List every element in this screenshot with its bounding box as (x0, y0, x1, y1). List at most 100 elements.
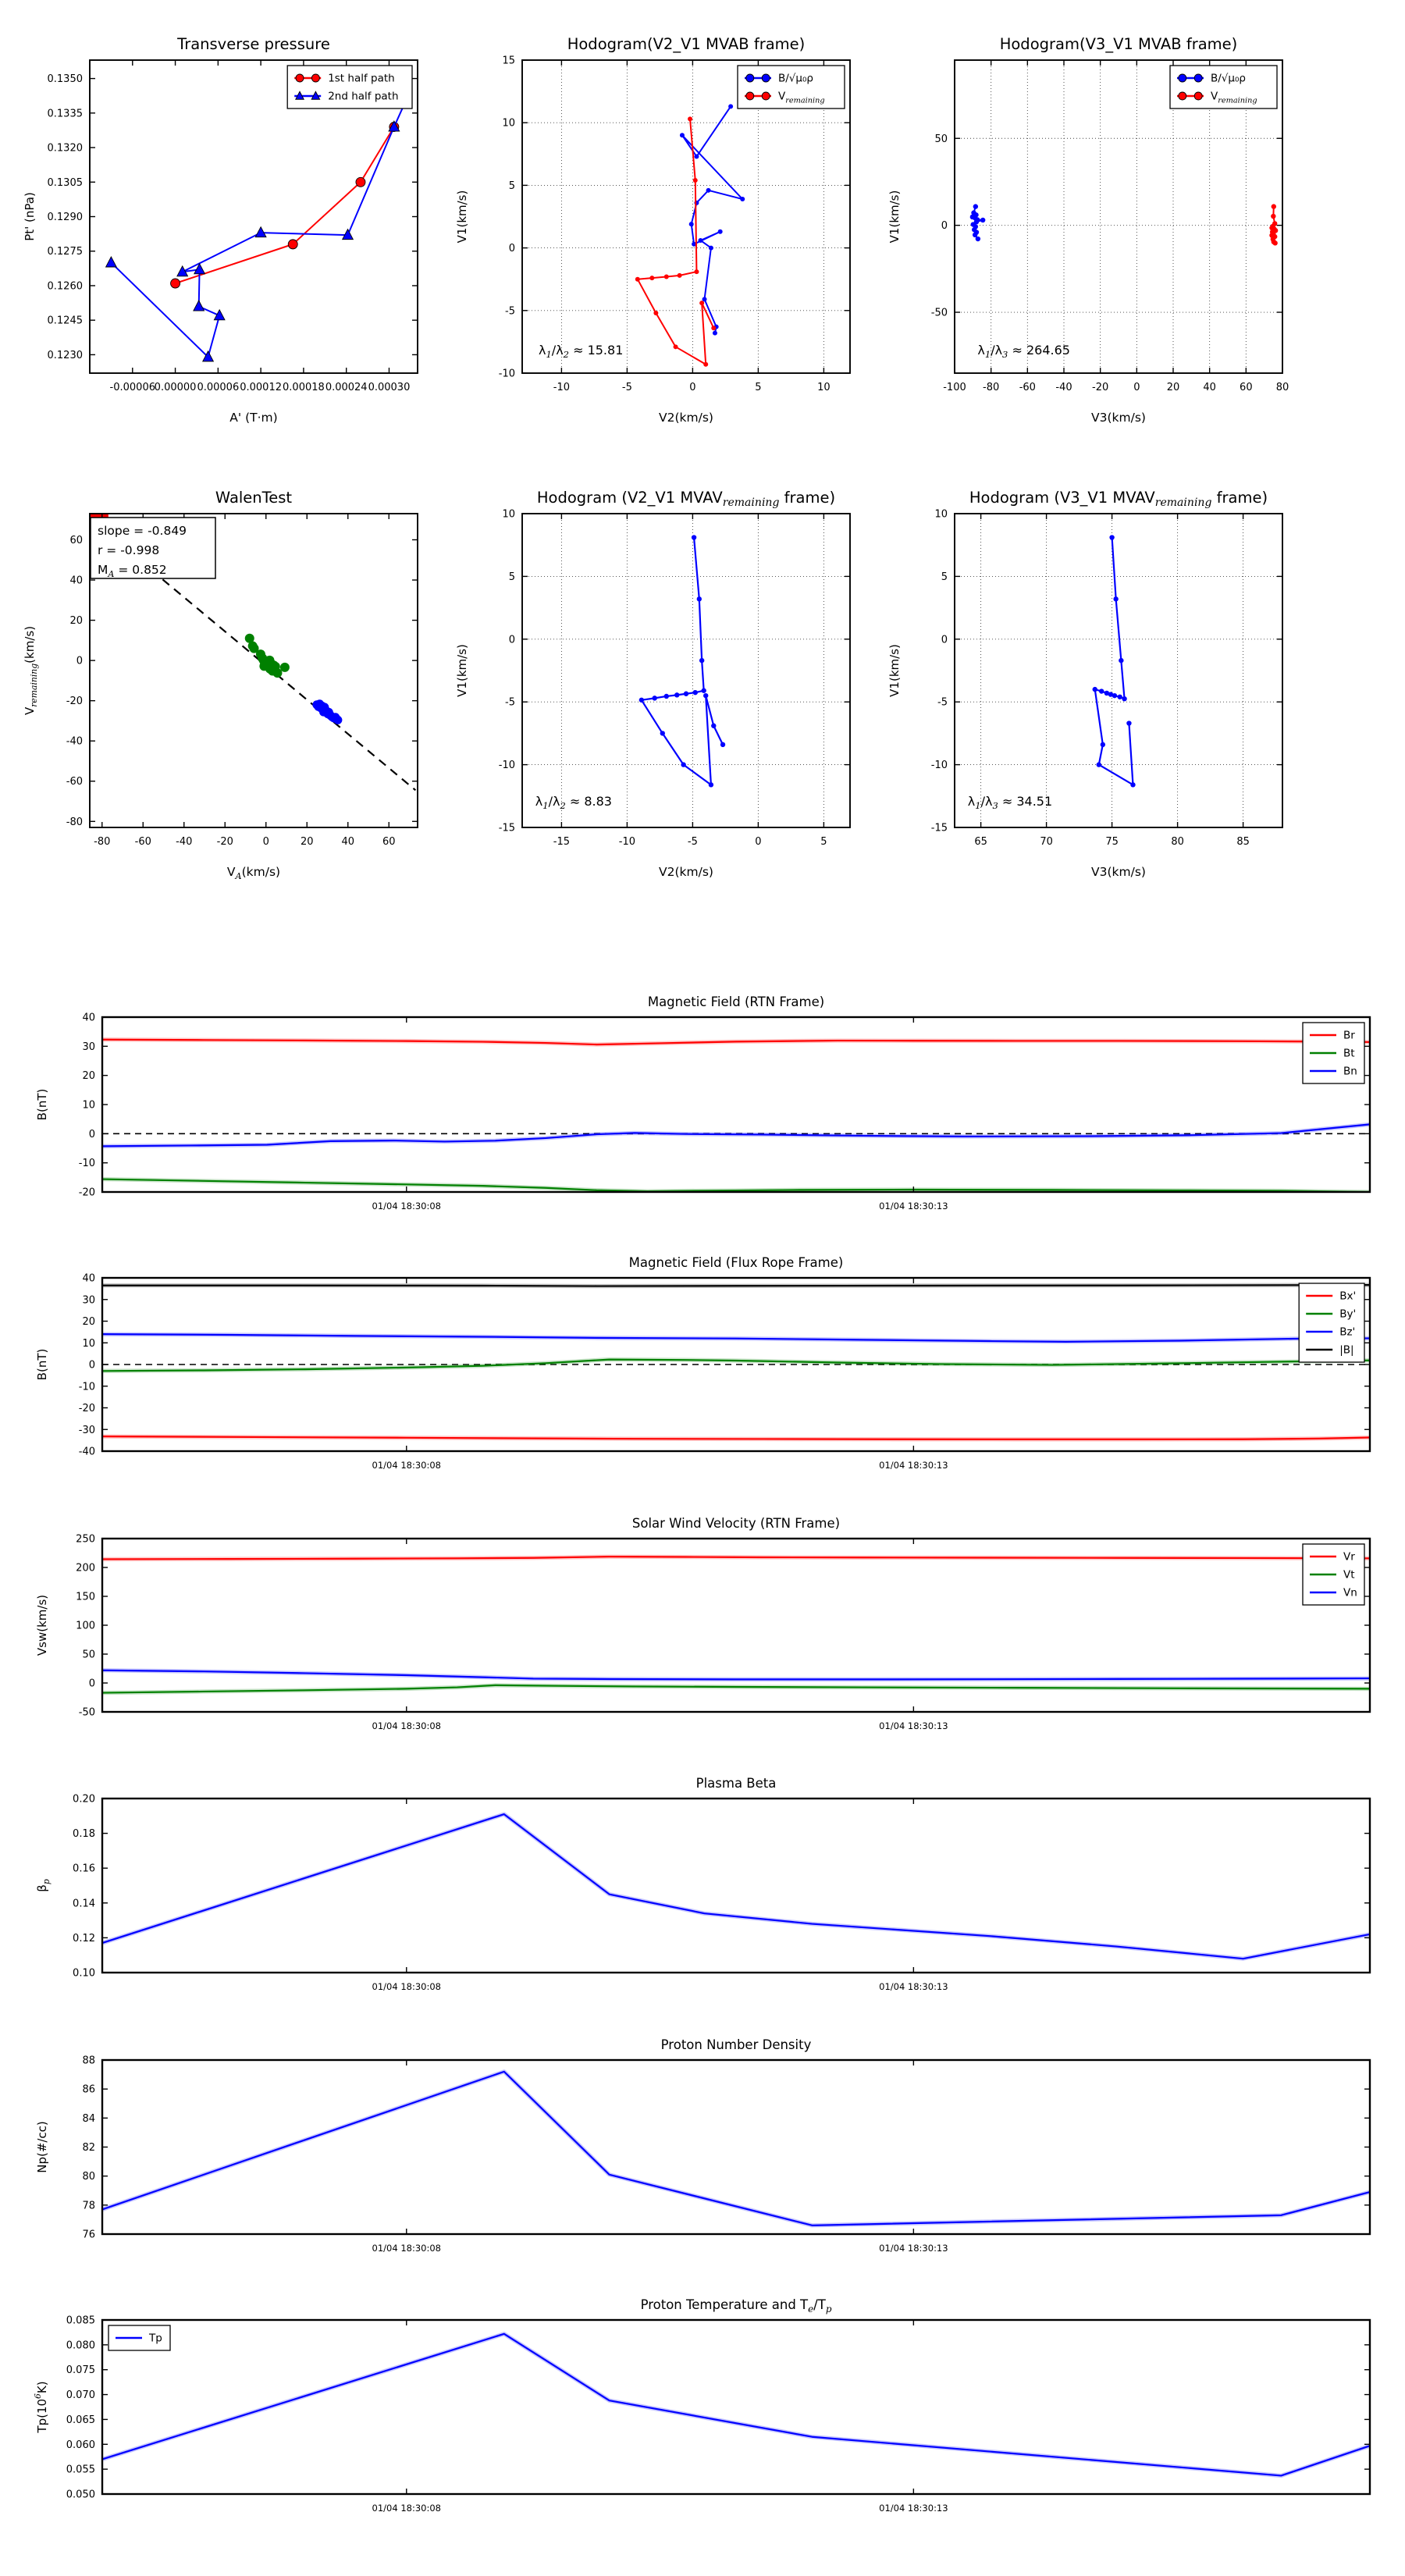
plot-mag-rtn: 01/04 18:30:08 01/04 18:30:13 -20 -10 0 10 20 3… (12, 978, 1405, 1239)
x-tick-label: 5 (755, 382, 761, 393)
plot-walen-test: -80 -60 -40 -20 0 20 40 60 -80 -60 -40 -20 0 20 40 60 Wa… (0, 475, 464, 906)
y-tick-label: 0.16 (73, 1863, 95, 1875)
x-tick-label: -40 (176, 836, 192, 848)
axes-spines (521, 59, 851, 374)
y-tick-label: 0.1320 (48, 143, 84, 155)
y-tick-label: 0.12 (73, 1933, 95, 1944)
axes-area (102, 2060, 1370, 2234)
x-tick-label: 0.00018 (283, 382, 325, 393)
x-axis-label: V3(km/s) (1091, 865, 1146, 879)
series-1st half path (175, 126, 395, 284)
y-tick-label: 50 (934, 133, 948, 145)
y-tick-label: 60 (69, 535, 83, 546)
series-Bx' (102, 1436, 1370, 1440)
y-axis-label: Pt' (nPa) (23, 192, 37, 241)
y-tick-label: -30 (79, 1425, 95, 1436)
y-tick-label: 20 (69, 615, 83, 627)
ticks (102, 1016, 1370, 1193)
x-tick-label: 70 (1040, 836, 1053, 848)
chart-title-mag-rtn: Magnetic Field (RTN Frame) (648, 994, 824, 1009)
x-tick-label: 40 (1203, 382, 1216, 393)
y-tick-label: 250 (76, 1534, 95, 1546)
y-tick-label: -10 (931, 760, 948, 771)
x-tick-label: 10 (817, 382, 831, 393)
legend-label: B/√μ₀ρ (778, 73, 813, 85)
y-tick-label: 0.1230 (48, 350, 84, 361)
series-beta_p (102, 1813, 1370, 1960)
y-tick-label: 100 (76, 1621, 95, 1632)
y-tick-label: 0.14 (73, 1898, 95, 1909)
x-tick-label: -100 (943, 382, 966, 393)
stats-line: MA = 0.852 (98, 563, 167, 579)
x-tick-label: 01/04 18:30:13 (879, 1981, 948, 1992)
x-tick-label: 80 (1171, 836, 1184, 848)
y-tick-label: -40 (79, 1446, 95, 1458)
x-axis-label: A' (T·m) (229, 411, 277, 425)
ticks (102, 1277, 1370, 1452)
y-tick-label: -5 (505, 697, 515, 709)
y-tick-label: 0.070 (66, 2389, 95, 2401)
x-tick-label: 80 (1276, 382, 1289, 393)
legend: B/√μ₀ρ Vremaining (737, 65, 845, 109)
axes-spines (89, 513, 418, 828)
axes-area (102, 1799, 1370, 1973)
legend: Tp (108, 2325, 171, 2351)
chart-title-hodogram-v2v1-mvav: Hodogram (V2_V1 MVAVremaining frame) (537, 489, 835, 509)
x-tick-label: 0 (689, 382, 695, 393)
y-tick-label: 50 (82, 1649, 95, 1661)
x-tick-label: 75 (1105, 836, 1119, 848)
x-tick-label: -15 (553, 836, 570, 848)
chart-title-hodogram-v2v1-mvab: Hodogram(V2_V1 MVAB frame) (567, 35, 806, 53)
ticks (954, 60, 1283, 373)
legend-label: Bt (1343, 1048, 1355, 1060)
chart-title-mag-fluxrope: Magnetic Field (Flux Rope Frame) (629, 1255, 844, 1270)
x-tick-label: 0.00006 (197, 382, 239, 393)
axes-spines (101, 1797, 1371, 1974)
y-axis-label: Vremaining(km/s) (23, 626, 39, 715)
legend: B/√μ₀ρ Vremaining (1169, 65, 1278, 109)
chart-title-hodogram-v3v1-mvab: Hodogram(V3_V1 MVAB frame) (1000, 35, 1238, 53)
y-tick-label: -10 (79, 1381, 95, 1393)
plot-mag-fluxrope: 01/04 18:30:08 01/04 18:30:13 -40 -30 -20 -10… (12, 1239, 1405, 1498)
x-tick-label: 60 (1240, 382, 1253, 393)
legend: Vr Vt Vn (1302, 1543, 1365, 1606)
y-tick-label: 0.085 (66, 2315, 95, 2327)
x-tick-label: 01/04 18:30:08 (372, 1720, 441, 1731)
x-tick-label: -20 (1092, 382, 1108, 393)
ticks (522, 513, 850, 828)
ticks (90, 60, 418, 373)
y-tick-label: 84 (82, 2113, 95, 2125)
series-Vt (102, 1684, 1370, 1694)
y-tick-label: 20 (82, 1316, 95, 1328)
x-tick-label: 40 (341, 836, 354, 848)
x-tick-label: -5 (622, 382, 632, 393)
markers-2nd half (312, 699, 343, 724)
hodogram-v3v1-mvav-svg: 65 70 75 80 85 -15 -10 -5 0 5 10 Hodogram (V3_V1 MV… (887, 489, 1283, 879)
y-axis-label: Tp(106K) (33, 2381, 49, 2433)
y-tick-label: -50 (931, 308, 948, 319)
x-tick-label: 01/04 18:30:08 (372, 2503, 441, 2514)
x-tick-label: -10 (619, 836, 635, 848)
y-tick-label: 0.075 (66, 2364, 95, 2376)
legend-label: Bx' (1339, 1290, 1356, 1303)
annotation: λ1/λ3 ≈ 34.51 (968, 794, 1052, 811)
y-axis-label: V1(km/s) (887, 644, 902, 697)
series-Bz' (102, 1333, 1370, 1343)
axes-spines (954, 59, 1283, 374)
plot-hodogram-v3v1-mvav: 65 70 75 80 85 -15 -10 -5 0 5 10 Hodogram (V3_V1 MV… (865, 475, 1329, 906)
legend-label: Vt (1343, 1569, 1355, 1582)
y-tick-label: 0.1335 (48, 108, 84, 119)
y-tick-label: 0.1290 (48, 212, 84, 223)
y-tick-label: 0.055 (66, 2464, 95, 2476)
x-tick-label: 0.00000 (155, 382, 197, 393)
x-tick-label: 01/04 18:30:08 (372, 2243, 441, 2254)
axes-spines (954, 513, 1283, 828)
y-tick-label: -40 (66, 736, 83, 748)
x-tick-label: -10 (553, 382, 570, 393)
x-tick-label: 01/04 18:30:13 (879, 1460, 948, 1471)
chart-title-vsw-rtn: Solar Wind Velocity (RTN Frame) (632, 1516, 840, 1531)
vsw-rtn-svg: 01/04 18:30:08 01/04 18:30:13 -50 0 50 100 150… (35, 1516, 1371, 1731)
y-axis-label: V1(km/s) (455, 644, 469, 697)
x-tick-label: 20 (301, 836, 314, 848)
